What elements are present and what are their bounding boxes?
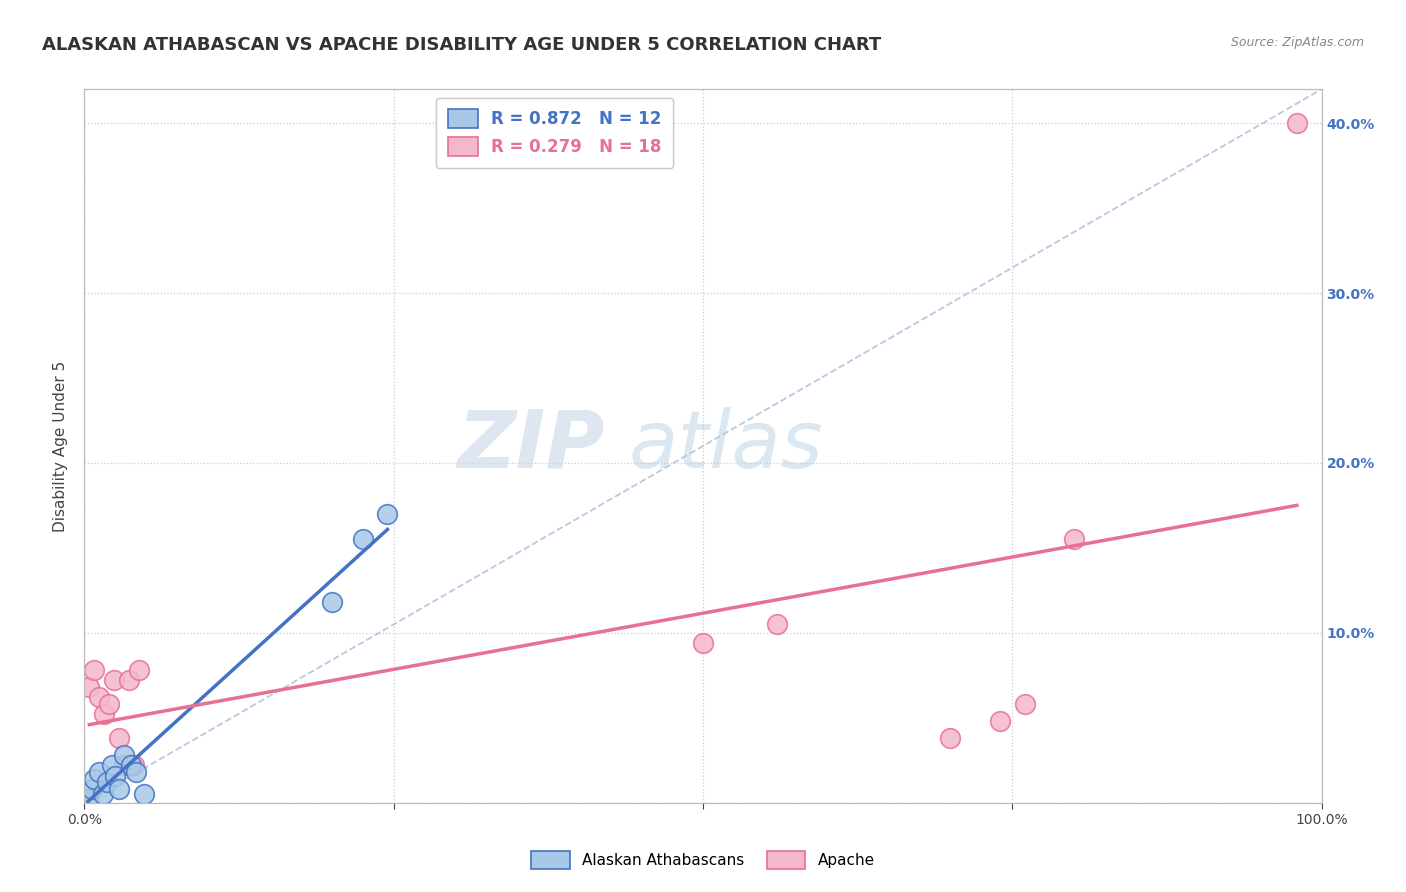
- Text: atlas: atlas: [628, 407, 824, 485]
- Text: ALASKAN ATHABASCAN VS APACHE DISABILITY AGE UNDER 5 CORRELATION CHART: ALASKAN ATHABASCAN VS APACHE DISABILITY …: [42, 36, 882, 54]
- Point: [89, 690, 111, 705]
- Point: [89, 765, 111, 780]
- Point: [91, 787, 114, 801]
- Point: [108, 782, 131, 797]
- Point: [83, 663, 105, 677]
- Point: [120, 758, 142, 772]
- Point: [83, 772, 105, 786]
- Point: [112, 758, 135, 772]
- Point: [98, 698, 121, 712]
- Point: [321, 595, 343, 609]
- Text: ZIP: ZIP: [457, 407, 605, 485]
- Point: [93, 707, 115, 722]
- Point: [96, 775, 118, 789]
- Point: [108, 731, 131, 746]
- Point: [939, 731, 962, 746]
- Point: [1014, 698, 1036, 712]
- Point: [1063, 533, 1085, 547]
- Point: [80, 782, 103, 797]
- Point: [1285, 116, 1308, 130]
- Point: [112, 748, 135, 763]
- Point: [352, 533, 374, 547]
- Point: [377, 507, 399, 521]
- Point: [104, 769, 127, 783]
- Point: [766, 617, 789, 632]
- Point: [122, 758, 145, 772]
- Legend: R = 0.872   N = 12, R = 0.279   N = 18: R = 0.872 N = 12, R = 0.279 N = 18: [436, 97, 673, 168]
- Point: [77, 792, 100, 806]
- Text: Source: ZipAtlas.com: Source: ZipAtlas.com: [1230, 36, 1364, 49]
- Y-axis label: Disability Age Under 5: Disability Age Under 5: [53, 360, 69, 532]
- Point: [103, 673, 125, 688]
- Point: [128, 663, 150, 677]
- Point: [132, 787, 155, 801]
- Point: [79, 680, 101, 694]
- Point: [988, 714, 1011, 729]
- Legend: Alaskan Athabascans, Apache: Alaskan Athabascans, Apache: [526, 845, 880, 875]
- Point: [100, 758, 122, 772]
- Point: [118, 673, 141, 688]
- Point: [125, 765, 148, 780]
- Point: [692, 636, 714, 650]
